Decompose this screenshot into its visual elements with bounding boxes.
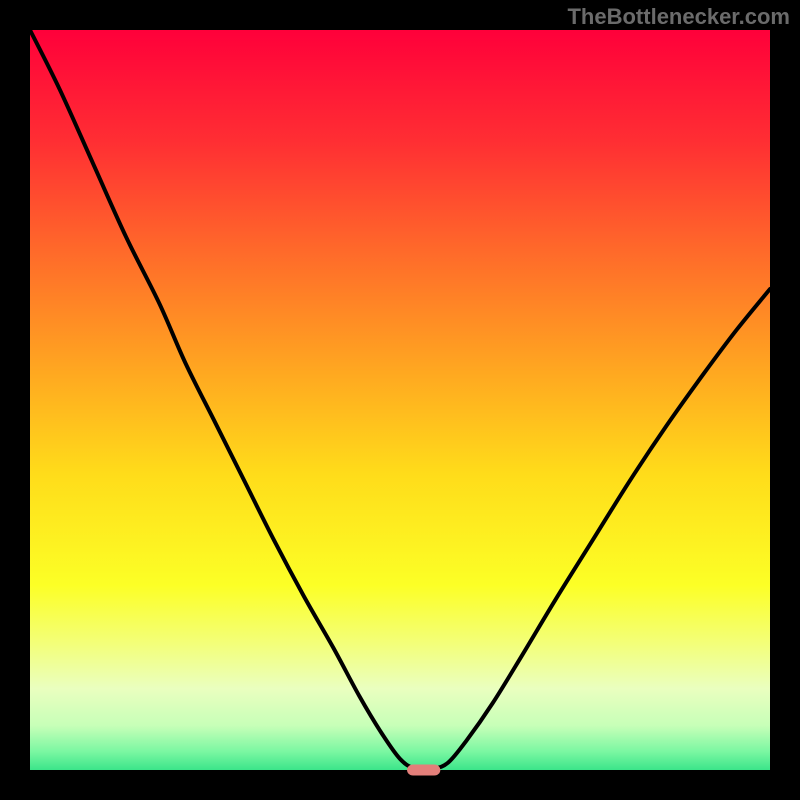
bottleneck-chart	[0, 0, 800, 800]
plot-area-gradient	[30, 30, 770, 770]
optimum-marker	[407, 764, 440, 775]
watermark-text: TheBottlenecker.com	[567, 4, 790, 30]
chart-container: TheBottlenecker.com	[0, 0, 800, 800]
